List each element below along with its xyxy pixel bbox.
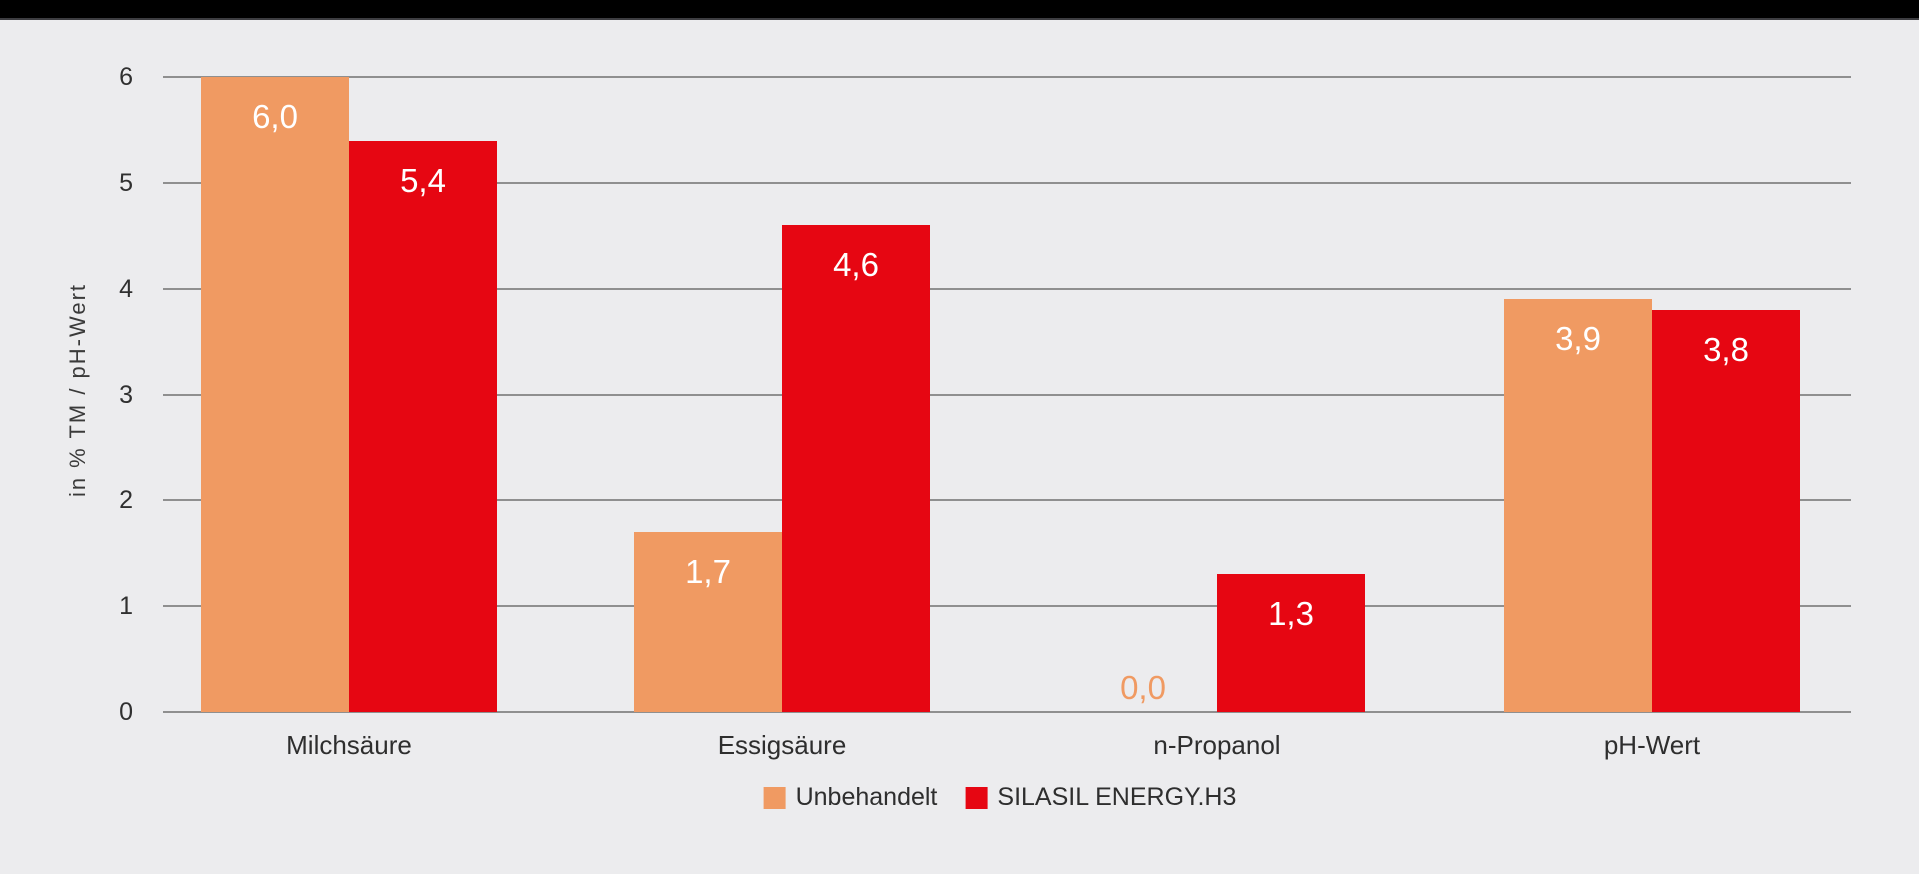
gridline-2 (163, 499, 1851, 502)
legend-swatch (763, 786, 786, 809)
bar-Essigsäure-SILASIL ENERGY.H3 (782, 225, 930, 712)
bar-value-label: 1,3 (1268, 595, 1314, 633)
bar-value-label: 5,4 (400, 161, 446, 199)
bar-value-label: 4,6 (833, 246, 879, 284)
bar-value-label: 1,7 (685, 553, 731, 591)
bar-value-label: 0,0 (1120, 669, 1166, 706)
gridline-1 (163, 605, 1851, 608)
bar-pH-Wert-SILASIL ENERGY.H3 (1652, 309, 1800, 712)
legend-item: Unbehandelt (763, 783, 938, 812)
bar-Milchsäure-SILASIL ENERGY.H3 (349, 140, 497, 712)
bar-n-Propanol-SILASIL ENERGY.H3 (1217, 574, 1365, 712)
legend-label: SILASIL ENERGY.H3 (997, 783, 1237, 811)
gridline-5 (163, 182, 1851, 184)
y-tick-label-0: 0 (119, 698, 133, 726)
gridline-0 (163, 711, 1851, 713)
y-tick-label-1: 1 (119, 592, 133, 621)
y-tick-label-4: 4 (119, 274, 133, 303)
x-category-label-Milchsäure: Milchsäure (286, 730, 412, 760)
bar-pH-Wert-Unbehandelt (1504, 299, 1652, 712)
legend-label: Unbehandelt (795, 783, 938, 811)
bar-Milchsäure-Unbehandelt (201, 77, 349, 712)
gridline-4 (163, 287, 1851, 290)
legend: Unbehandelt SILASIL ENERGY.H3 (763, 783, 1236, 812)
legend-item: SILASIL ENERGY.H3 (965, 783, 1236, 812)
y-tick-label-5: 5 (119, 169, 133, 197)
top-black-bar (0, 0, 1919, 20)
x-category-label-n-Propanol: n-Propanol (1153, 730, 1281, 760)
gridline-6 (163, 76, 1851, 79)
y-tick-label-6: 6 (119, 63, 133, 92)
bar-value-label: 3,8 (1703, 330, 1749, 368)
x-category-label-Essigsäure: Essigsäure (717, 730, 847, 760)
legend-swatch (965, 786, 988, 809)
y-tick-label-3: 3 (119, 380, 133, 409)
bar-value-label: 6,0 (252, 98, 298, 136)
y-tick-label-2: 2 (119, 486, 133, 515)
bar-value-label: 3,9 (1555, 320, 1601, 358)
bar-Essigsäure-Unbehandelt (634, 532, 782, 712)
x-category-label-pH-Wert: pH-Wert (1603, 730, 1701, 760)
gridline-3 (163, 393, 1851, 396)
